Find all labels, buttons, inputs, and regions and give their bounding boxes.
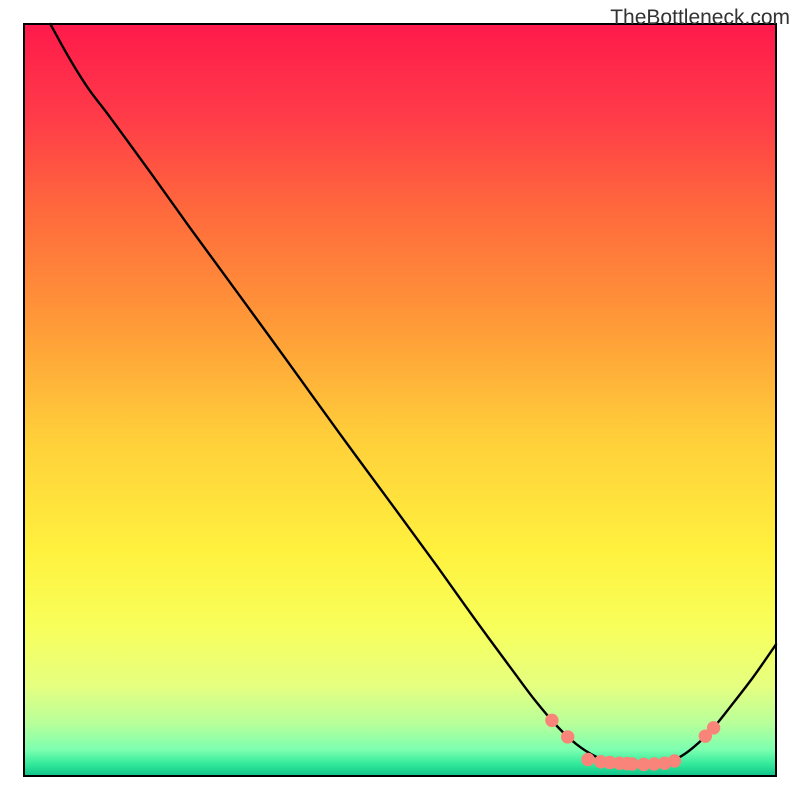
chart-svg	[0, 0, 800, 800]
marker-dot	[668, 755, 680, 767]
marker-dot	[562, 731, 574, 743]
marker-dot	[546, 714, 558, 726]
chart-container: TheBottleneck.com	[0, 0, 800, 800]
marker-dot	[707, 722, 719, 734]
watermark-text: TheBottleneck.com	[610, 6, 790, 30]
marker-dot	[626, 758, 638, 770]
marker-dot	[582, 753, 594, 765]
gradient-background	[24, 24, 776, 776]
